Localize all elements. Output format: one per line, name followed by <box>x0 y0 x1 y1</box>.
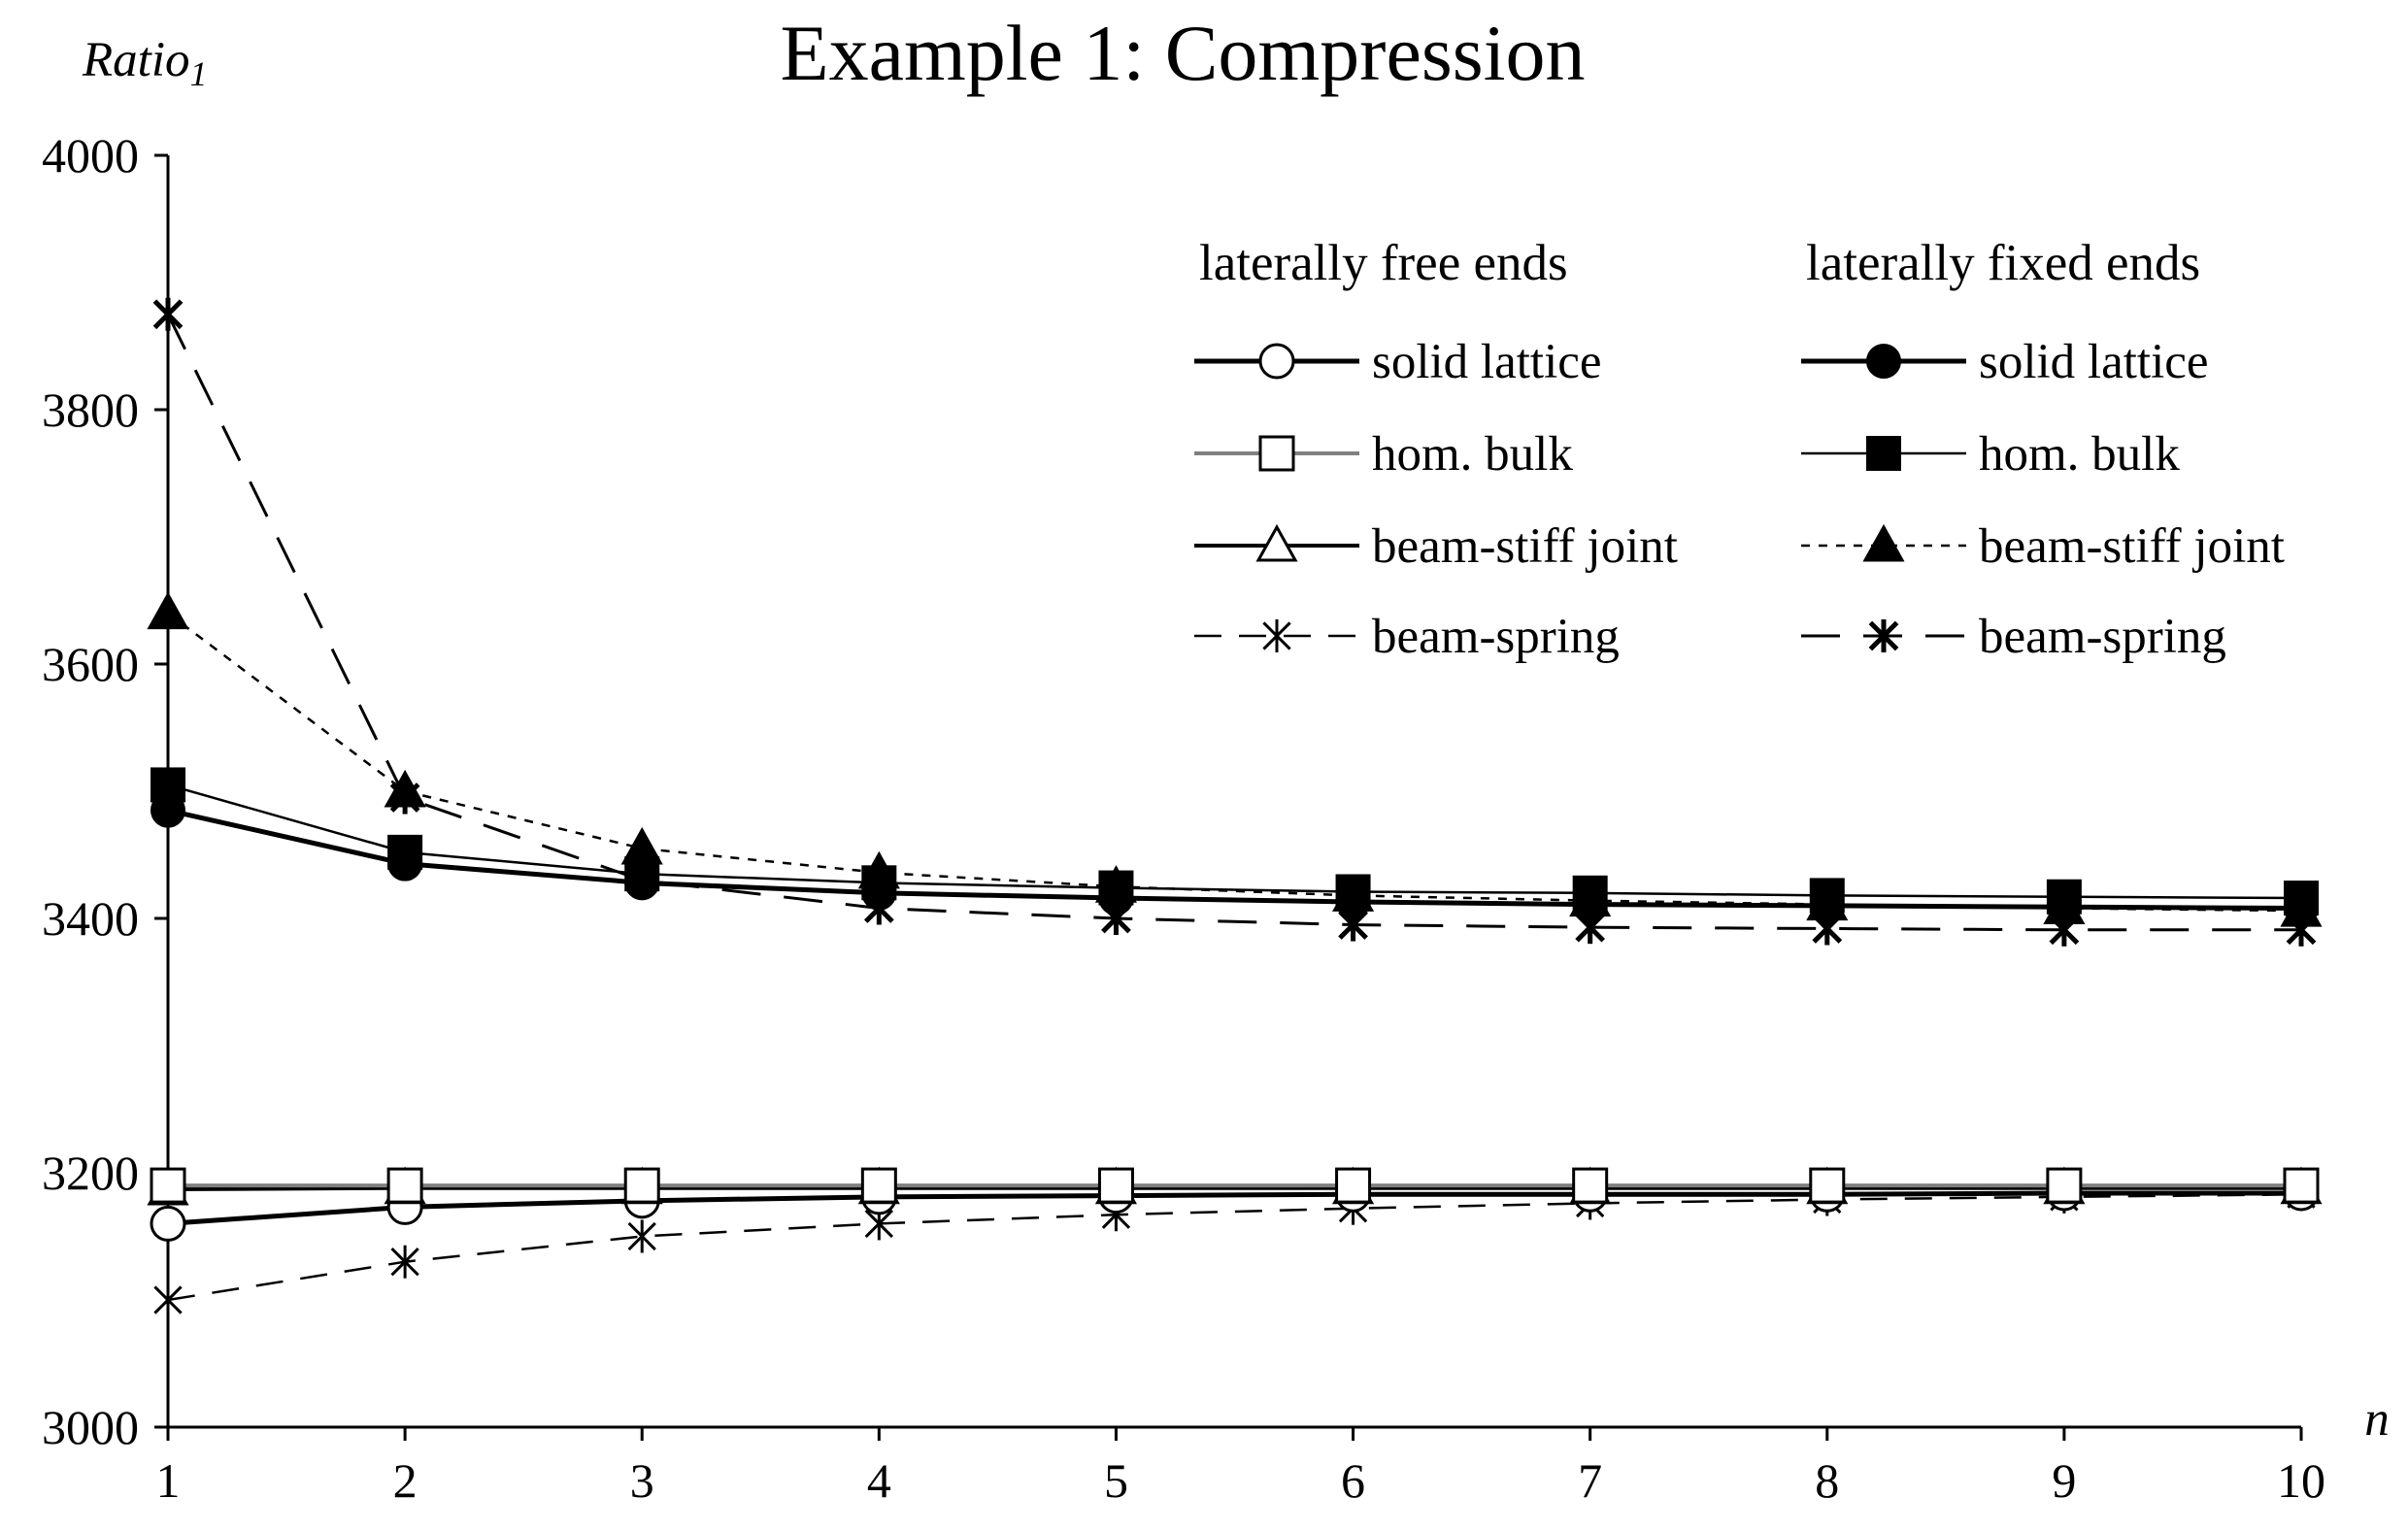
legend-entry: solid lattice <box>1801 335 2209 389</box>
y-axis-label-subscript: 1 <box>190 54 208 93</box>
data-point <box>861 865 897 901</box>
data-point <box>627 1219 656 1253</box>
data-point <box>1098 870 1134 906</box>
series-fixed-hom-bulk <box>150 767 2319 916</box>
data-point <box>1572 1167 1609 1204</box>
data-point <box>2283 1167 2320 1204</box>
legend-heading-free: laterally free ends <box>1199 235 1568 291</box>
legend-heading-fixed: laterally fixed ends <box>1806 235 2200 291</box>
legend-marker <box>1866 344 1901 379</box>
series-line <box>167 783 2302 900</box>
data-point <box>150 1205 186 1242</box>
y-tick-label: 3600 <box>42 637 139 691</box>
legend-label: beam-spring <box>1372 610 1620 664</box>
series-free-beam-spring <box>153 1178 2316 1316</box>
legend-entry: solid lattice <box>1194 335 1602 389</box>
series-line <box>167 808 2302 912</box>
legend-entry: beam-stiff joint <box>1194 519 1678 574</box>
legend-label: solid lattice <box>1372 335 1602 389</box>
legend-label: hom. bulk <box>1372 427 1573 482</box>
x-ticks: 1 2 3 4 5 6 7 8 9 10 <box>156 1427 2325 1508</box>
legend-marker <box>1862 523 1905 562</box>
y-tick-label: 3000 <box>42 1400 139 1454</box>
y-tick-label: 4000 <box>42 128 139 183</box>
x-tick-label: 8 <box>1815 1453 1839 1508</box>
series-free-hom-bulk <box>150 1167 2320 1204</box>
data-point <box>1809 878 1845 914</box>
series-layer <box>147 297 2323 1316</box>
x-tick-label: 9 <box>2052 1453 2076 1508</box>
legend-marker <box>1258 343 1295 380</box>
legend: laterally free ends laterally fixed ends… <box>1194 235 2285 664</box>
data-point <box>2046 879 2082 915</box>
x-tick-label: 2 <box>393 1453 418 1508</box>
x-tick-label: 3 <box>630 1453 654 1508</box>
data-point <box>387 834 423 870</box>
series-line <box>167 1185 2301 1192</box>
data-point <box>152 297 184 331</box>
legend-label: hom. bulk <box>1979 427 2180 482</box>
y-ticks: 3000 3200 3400 3600 3800 4000 <box>42 128 168 1454</box>
legend-entry: hom. bulk <box>1194 427 1573 482</box>
legend-label: solid lattice <box>1979 335 2209 389</box>
data-point <box>623 1167 660 1204</box>
y-tick-label: 3400 <box>42 891 139 946</box>
x-tick-label: 10 <box>2277 1453 2325 1508</box>
data-point <box>150 767 185 803</box>
x-tick-label: 4 <box>867 1453 891 1508</box>
data-point <box>1335 1167 1372 1204</box>
y-axis-label-main: Ratio <box>82 33 190 87</box>
data-point <box>1809 1167 1846 1204</box>
series-line <box>167 1193 2302 1302</box>
legend-entry: beam-spring <box>1194 610 1620 664</box>
data-point <box>624 856 660 892</box>
y-tick-label: 3200 <box>42 1146 139 1200</box>
chart-title: Example 1: Compression <box>780 9 1585 97</box>
x-tick-label: 1 <box>156 1453 181 1508</box>
y-tick-label: 3800 <box>42 383 139 437</box>
legend-marker <box>1866 436 1901 471</box>
data-point <box>1572 875 1608 911</box>
legend-entry: hom. bulk <box>1801 427 2180 482</box>
data-point <box>150 1167 186 1204</box>
legend-entry: beam-stiff joint <box>1801 519 2285 574</box>
legend-entry: beam-spring <box>1801 610 2226 664</box>
data-point <box>1097 1167 1134 1204</box>
legend-marker <box>1255 523 1298 562</box>
legend-items: solid lattice hom. bulk beam-stiff joint be… <box>1194 335 2285 664</box>
data-point <box>386 1167 423 1204</box>
data-point <box>1335 874 1371 910</box>
legend-label: beam-stiff joint <box>1372 519 1678 574</box>
legend-marker <box>1262 619 1291 652</box>
data-point <box>384 769 426 808</box>
series-line <box>167 1190 2301 1226</box>
x-tick-label: 7 <box>1578 1453 1602 1508</box>
data-point <box>2284 881 2319 916</box>
legend-label: beam-spring <box>1979 610 2226 664</box>
x-axis-label: n <box>2364 1392 2390 1447</box>
data-point <box>2046 1167 2083 1204</box>
data-point <box>860 1167 897 1204</box>
data-point <box>147 591 189 630</box>
data-point <box>153 1283 183 1316</box>
x-tick-label: 5 <box>1104 1453 1128 1508</box>
data-point <box>390 1245 419 1279</box>
legend-marker <box>1258 435 1295 472</box>
y-axis-label: Ratio1 <box>82 33 208 93</box>
series-line <box>166 314 2301 932</box>
x-tick-label: 6 <box>1341 1453 1365 1508</box>
legend-label: beam-stiff joint <box>1979 519 2285 574</box>
legend-marker <box>1868 619 1899 652</box>
